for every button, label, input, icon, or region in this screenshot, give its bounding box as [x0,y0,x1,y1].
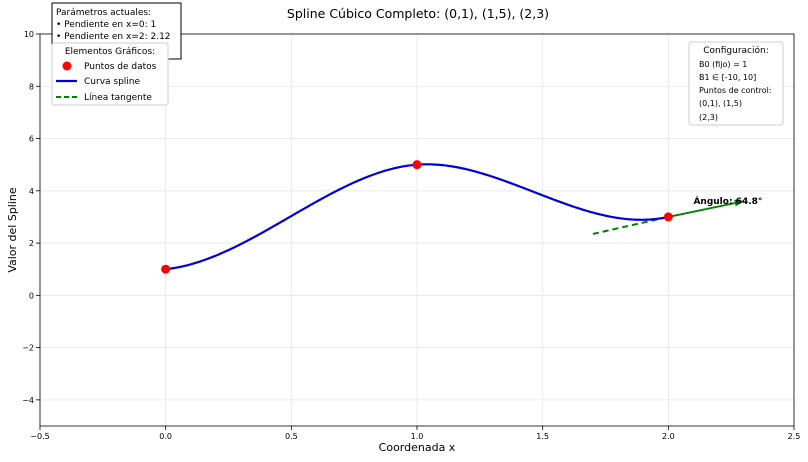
config-line-5: (2,3) [699,113,718,122]
y-tick-label: −2 [22,344,34,353]
chart-title: Spline Cúbico Completo: (0,1), (1,5), (2… [287,6,549,21]
x-axis-ticks: −0.5 0.0 0.5 1.0 1.5 2.0 2.5 [30,426,800,441]
legend: Elementos Gráficos: Puntos de datos Curv… [51,42,169,106]
y-tick-label: 4 [29,187,34,196]
params-title: Parámetros actuales: [56,8,151,18]
params-line-2: • Pendiente en x=2: 2.12 [56,32,171,42]
x-tick-label: 0.5 [285,432,298,441]
x-tick-label: 0.0 [159,432,172,441]
y-tick-label: 10 [24,30,34,39]
angle-arrow-head [734,199,744,207]
angle-annotation: Ángulo: 64.8° [693,195,762,207]
legend-title: Elementos Gráficos: [65,47,155,57]
y-tick-label: −4 [22,396,34,405]
y-axis-label: Valor del Spline [6,187,19,273]
arrow-layer [668,199,744,218]
data-point [663,212,673,222]
x-tick-label: 1.5 [536,432,549,441]
x-axis-label: Coordenada x [379,441,456,454]
points-layer [161,160,673,274]
data-point [412,160,422,170]
x-tick-label: −0.5 [30,432,49,441]
config-title: Configuración: [703,45,769,56]
x-tick-label: 2.5 [788,432,801,441]
config-line-1: B0 (fijo) = 1 [699,60,747,69]
data-point [161,264,171,274]
config-box: Configuración: B0 (fijo) = 1 B1 ∈ [-10, … [688,41,784,126]
y-axis-ticks: −4 −2 0 2 4 6 8 10 [22,30,40,405]
legend-label-tangent: Línea tangente [84,93,152,103]
legend-label-points: Puntos de datos [84,62,157,72]
y-tick-label: 8 [29,82,34,91]
params-line-1: • Pendiente en x=0: 1 [56,20,156,30]
x-tick-label: 1.0 [411,432,424,441]
legend-marker-points [62,61,72,71]
config-line-4: (0,1), (1,5) [699,99,742,108]
legend-label-spline: Curva spline [84,77,140,87]
angle-arrow-shaft [668,200,744,218]
y-tick-label: 2 [29,239,34,248]
config-box-frame [688,41,784,126]
y-tick-label: 0 [29,291,34,300]
y-tick-label: 6 [29,135,34,144]
legend-frame [51,42,169,106]
x-tick-label: 2.0 [662,432,675,441]
config-line-2: B1 ∈ [-10, 10] [699,73,756,82]
config-line-3: Puntos de control: [699,86,772,95]
